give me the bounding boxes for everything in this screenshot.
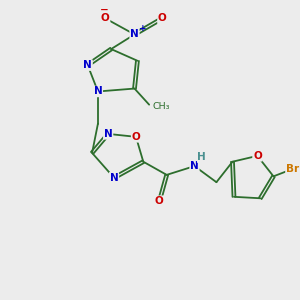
Text: O: O xyxy=(158,13,167,23)
Text: N: N xyxy=(190,161,199,171)
Text: N: N xyxy=(104,129,112,139)
Text: +: + xyxy=(139,23,146,32)
Text: N: N xyxy=(83,60,92,70)
Text: O: O xyxy=(101,13,110,23)
Text: Br: Br xyxy=(286,164,299,174)
Text: O: O xyxy=(155,196,164,206)
Text: H: H xyxy=(197,152,206,162)
Text: CH₃: CH₃ xyxy=(153,102,170,111)
Text: O: O xyxy=(253,151,262,161)
Text: N: N xyxy=(130,29,139,39)
Text: N: N xyxy=(110,173,118,183)
Text: O: O xyxy=(132,132,140,142)
Text: N: N xyxy=(94,86,102,97)
Text: −: − xyxy=(100,5,109,15)
